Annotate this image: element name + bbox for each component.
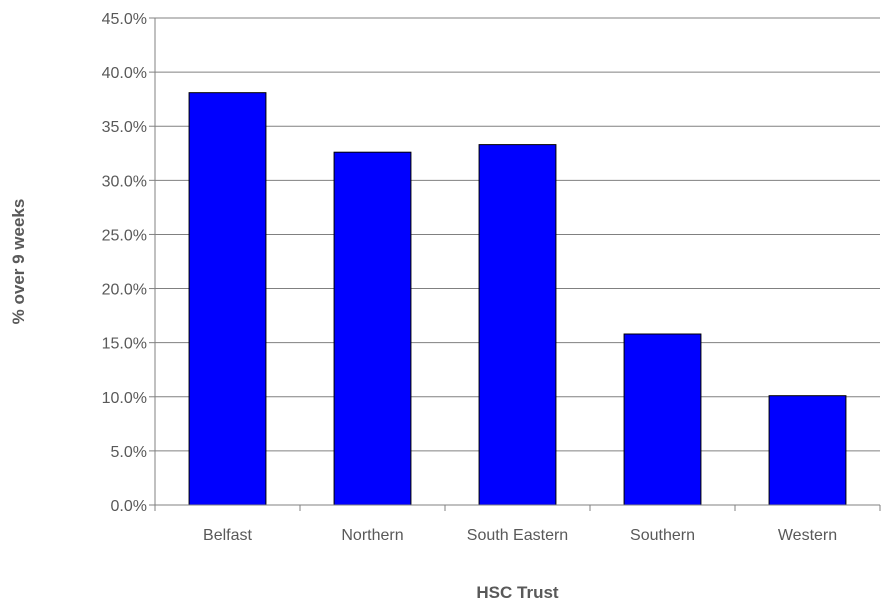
x-tick-label: Western bbox=[778, 527, 837, 544]
y-tick-label: 5.0% bbox=[111, 444, 147, 461]
y-tick-label: 25.0% bbox=[102, 227, 147, 244]
y-tick-label: 10.0% bbox=[102, 390, 147, 407]
bar-southern bbox=[623, 333, 702, 506]
y-tick-label: 20.0% bbox=[102, 282, 147, 299]
y-axis-title: % over 9 weeks bbox=[9, 199, 28, 325]
y-tick-label: 15.0% bbox=[102, 336, 147, 353]
bars bbox=[188, 92, 847, 506]
x-tick-labels: Belfast Northern South Eastern Southern West… bbox=[203, 527, 837, 544]
y-tick-label: 35.0% bbox=[102, 119, 147, 136]
bar-belfast bbox=[188, 92, 267, 506]
x-axis-title: HSC Trust bbox=[476, 583, 559, 602]
bar-south-eastern bbox=[478, 144, 557, 506]
x-tick-label: South Eastern bbox=[467, 527, 568, 544]
x-tick-label: Belfast bbox=[203, 527, 252, 544]
y-tick-label: 30.0% bbox=[102, 173, 147, 190]
y-tick-label: 45.0% bbox=[102, 11, 147, 28]
bar-northern bbox=[333, 151, 412, 506]
y-tick-label: 0.0% bbox=[111, 498, 147, 515]
x-tick-label: Northern bbox=[341, 527, 403, 544]
y-tick-labels: 0.0% 5.0% 10.0% 15.0% 20.0% 25.0% 30.0% 35.0% 40… bbox=[102, 11, 147, 515]
bar-western bbox=[768, 395, 847, 506]
y-tick-label: 40.0% bbox=[102, 65, 147, 82]
x-tick-label: Southern bbox=[630, 527, 695, 544]
axes bbox=[154, 18, 880, 506]
